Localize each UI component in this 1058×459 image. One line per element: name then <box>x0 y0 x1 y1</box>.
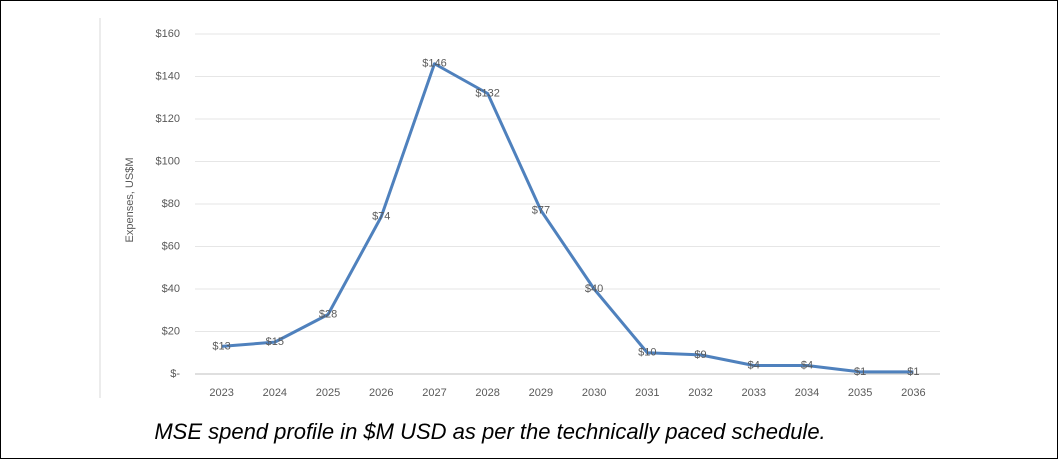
data-label: $146 <box>422 58 446 70</box>
data-label: $77 <box>532 204 550 216</box>
data-label: $28 <box>319 308 337 320</box>
y-tick-label: $100 <box>156 155 180 167</box>
x-tick-label: 2030 <box>582 387 606 399</box>
caption: MSE spend profile in $M USD as per the t… <box>154 419 825 444</box>
data-label: $10 <box>638 347 656 359</box>
data-label: $74 <box>372 211 390 223</box>
y-tick-label: $60 <box>162 240 180 252</box>
x-tick-label: 2024 <box>263 387 287 399</box>
data-label: $9 <box>694 349 706 361</box>
x-tick-label: 2031 <box>635 387 659 399</box>
data-label: $1 <box>854 366 866 378</box>
data-label: $40 <box>585 283 603 295</box>
y-tick-label: $140 <box>156 70 180 82</box>
x-tick-label: 2034 <box>795 387 819 399</box>
y-tick-label: $20 <box>162 325 180 337</box>
x-tick-label: 2029 <box>529 387 553 399</box>
data-label: $13 <box>212 340 230 352</box>
x-tick-label: 2027 <box>422 387 446 399</box>
x-tick-label: 2025 <box>316 387 340 399</box>
data-label: $4 <box>801 359 813 371</box>
data-label: $1 <box>907 366 919 378</box>
y-tick-label: $40 <box>162 283 180 295</box>
y-tick-label: $120 <box>156 113 180 125</box>
y-tick-label: $- <box>170 368 180 380</box>
data-label: $15 <box>266 336 284 348</box>
y-tick-label: $80 <box>162 198 180 210</box>
x-tick-label: 2023 <box>209 387 233 399</box>
x-tick-label: 2032 <box>688 387 712 399</box>
data-label: $4 <box>748 359 760 371</box>
y-axis-title: Expenses, US$M <box>124 158 136 243</box>
data-label: $132 <box>475 87 499 99</box>
x-tick-label: 2036 <box>901 387 925 399</box>
x-tick-label: 2026 <box>369 387 393 399</box>
line <box>221 62 914 374</box>
x-tick-label: 2028 <box>475 387 499 399</box>
y-tick-label: $160 <box>156 28 180 40</box>
x-tick-label: 2033 <box>742 387 766 399</box>
x-tick-label: 2035 <box>848 387 872 399</box>
